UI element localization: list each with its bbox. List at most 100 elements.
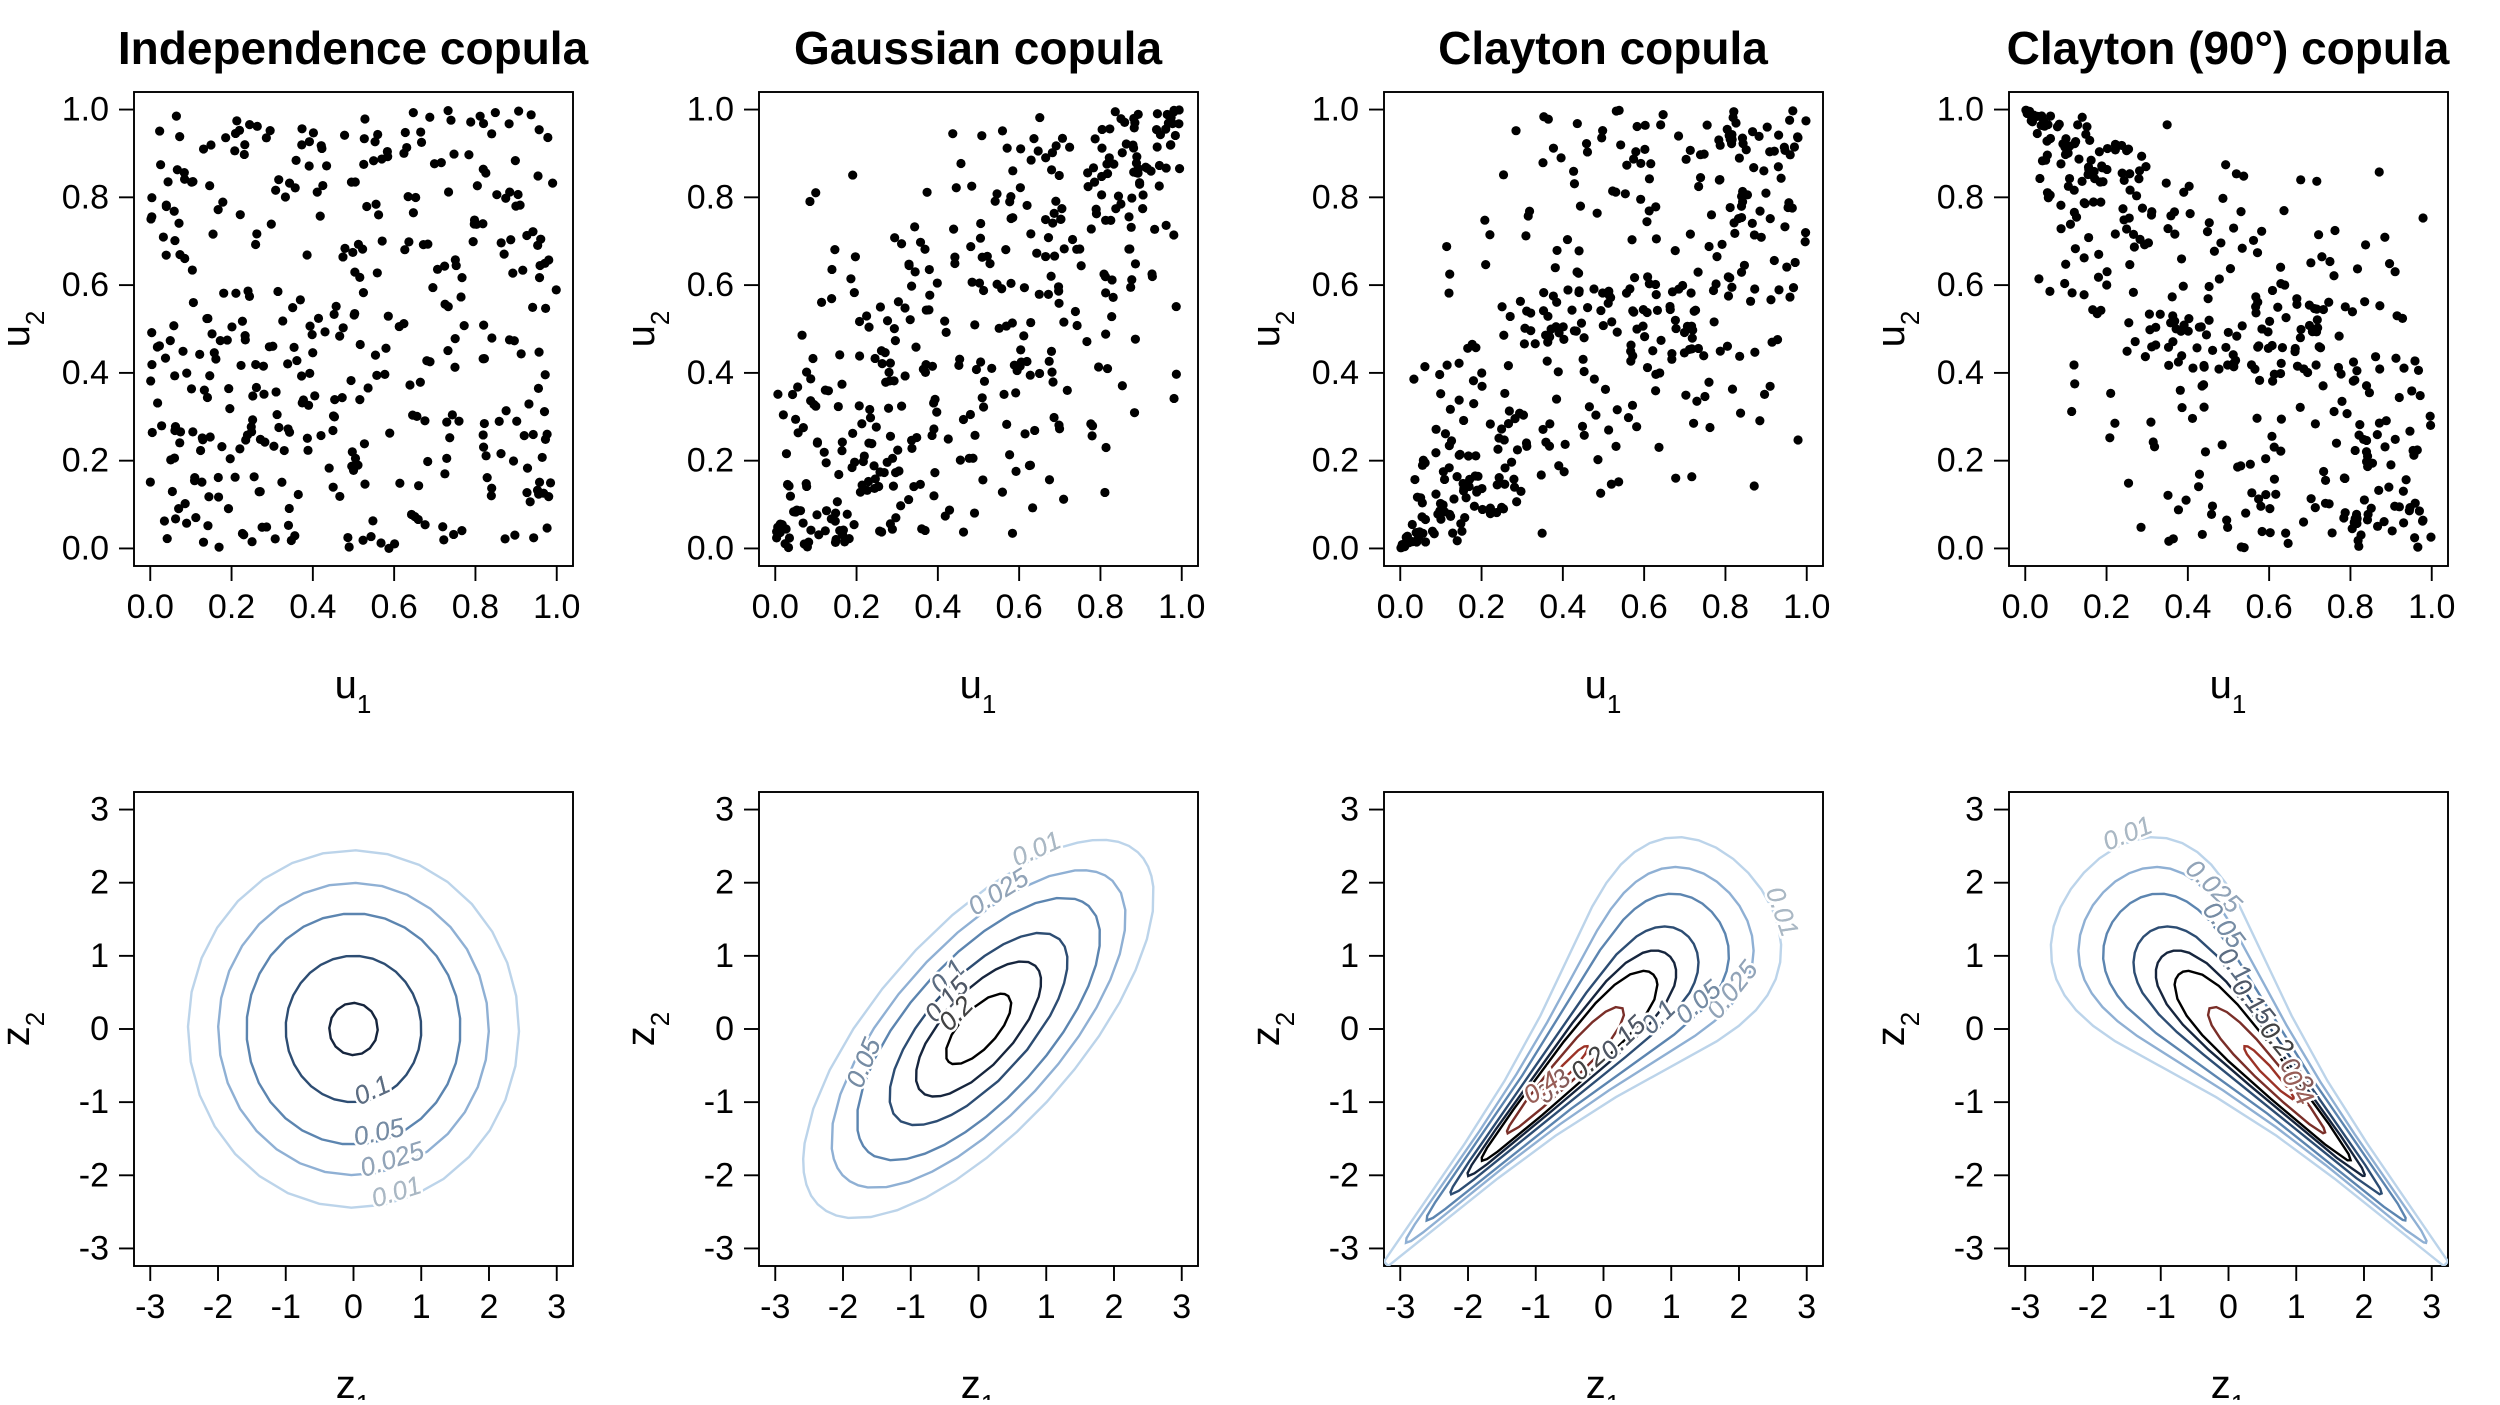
svg-text:0.8: 0.8	[62, 178, 109, 216]
svg-text:2: 2	[90, 864, 109, 902]
svg-text:0: 0	[715, 1010, 734, 1048]
svg-text:0: 0	[1340, 1010, 1359, 1048]
svg-text:-3: -3	[2010, 1288, 2040, 1326]
svg-text:Clayton (90°) copula: Clayton (90°) copula	[2007, 22, 2450, 74]
svg-text:2: 2	[715, 864, 734, 902]
svg-text:-2: -2	[1329, 1156, 1359, 1194]
svg-text:2: 2	[1730, 1288, 1749, 1326]
svg-text:3: 3	[90, 791, 109, 829]
svg-text:Independence copula: Independence copula	[118, 22, 589, 74]
svg-text:2: 2	[1105, 1288, 1124, 1326]
svg-text:-1: -1	[1329, 1083, 1359, 1121]
svg-text:-2: -2	[704, 1156, 734, 1194]
svg-text:0.8: 0.8	[1312, 178, 1359, 216]
svg-text:1.0: 1.0	[1312, 91, 1359, 129]
svg-text:0.2: 0.2	[833, 588, 880, 626]
svg-text:2: 2	[2355, 1288, 2374, 1326]
svg-text:-2: -2	[1954, 1156, 1984, 1194]
svg-text:-1: -1	[704, 1083, 734, 1121]
svg-text:0.6: 0.6	[687, 266, 734, 304]
svg-text:-1: -1	[271, 1288, 301, 1326]
svg-text:-3: -3	[1329, 1229, 1359, 1267]
svg-text:3: 3	[715, 791, 734, 829]
svg-text:0.8: 0.8	[2327, 588, 2374, 626]
svg-text:1.0: 1.0	[62, 91, 109, 129]
svg-text:0.6: 0.6	[1937, 266, 1984, 304]
svg-text:0.2: 0.2	[687, 442, 734, 480]
svg-text:1: 1	[1662, 1288, 1681, 1326]
svg-text:0.4: 0.4	[914, 588, 961, 626]
svg-text:-2: -2	[79, 1156, 109, 1194]
svg-text:-1: -1	[896, 1288, 926, 1326]
svg-text:1.0: 1.0	[1158, 588, 1205, 626]
svg-text:0.8: 0.8	[1937, 178, 1984, 216]
svg-text:-1: -1	[2146, 1288, 2176, 1326]
svg-text:3: 3	[1965, 791, 1984, 829]
svg-text:0: 0	[1594, 1288, 1613, 1326]
svg-text:1: 1	[90, 937, 109, 975]
svg-text:1.0: 1.0	[2408, 588, 2455, 626]
svg-text:0.8: 0.8	[1077, 588, 1124, 626]
svg-text:0.6: 0.6	[1621, 588, 1668, 626]
svg-text:0.8: 0.8	[452, 588, 499, 626]
svg-text:3: 3	[547, 1288, 566, 1326]
svg-text:0.2: 0.2	[62, 442, 109, 480]
svg-text:2: 2	[1965, 864, 1984, 902]
svg-text:3: 3	[1797, 1288, 1816, 1326]
svg-text:0.2: 0.2	[208, 588, 255, 626]
svg-text:-2: -2	[1453, 1288, 1483, 1326]
svg-text:Clayton copula: Clayton copula	[1438, 22, 1768, 74]
svg-text:1: 1	[1340, 937, 1359, 975]
svg-text:0: 0	[969, 1288, 988, 1326]
svg-text:1.0: 1.0	[1937, 91, 1984, 129]
svg-text:0.8: 0.8	[687, 178, 734, 216]
svg-text:0.6: 0.6	[2246, 588, 2293, 626]
svg-text:-2: -2	[828, 1288, 858, 1326]
svg-text:3: 3	[1172, 1288, 1191, 1326]
svg-text:0.4: 0.4	[2164, 588, 2211, 626]
svg-text:0.2: 0.2	[1458, 588, 1505, 626]
svg-text:0: 0	[2219, 1288, 2238, 1326]
svg-text:-3: -3	[135, 1288, 165, 1326]
svg-text:-3: -3	[760, 1288, 790, 1326]
svg-text:0.4: 0.4	[1312, 354, 1359, 392]
svg-text:3: 3	[1340, 791, 1359, 829]
svg-text:1: 1	[412, 1288, 431, 1326]
svg-text:-3: -3	[79, 1229, 109, 1267]
svg-text:0.6: 0.6	[371, 588, 418, 626]
svg-text:-3: -3	[704, 1229, 734, 1267]
svg-text:Gaussian copula: Gaussian copula	[794, 22, 1163, 74]
svg-text:0.8: 0.8	[1702, 588, 1749, 626]
svg-text:0.6: 0.6	[62, 266, 109, 304]
svg-text:0.0: 0.0	[1377, 588, 1424, 626]
svg-text:0.2: 0.2	[1937, 442, 1984, 480]
svg-text:0.4: 0.4	[1937, 354, 1984, 392]
svg-text:1: 1	[1965, 937, 1984, 975]
svg-text:0: 0	[90, 1010, 109, 1048]
svg-text:-3: -3	[1385, 1288, 1415, 1326]
svg-text:0.4: 0.4	[1539, 588, 1586, 626]
svg-text:1.0: 1.0	[1783, 588, 1830, 626]
svg-text:0.0: 0.0	[752, 588, 799, 626]
svg-text:0.0: 0.0	[687, 529, 734, 567]
svg-text:-1: -1	[1954, 1083, 1984, 1121]
svg-text:0.4: 0.4	[62, 354, 109, 392]
svg-text:0.0: 0.0	[127, 588, 174, 626]
svg-text:1: 1	[715, 937, 734, 975]
svg-text:0: 0	[344, 1288, 363, 1326]
svg-text:-1: -1	[79, 1083, 109, 1121]
svg-text:0.4: 0.4	[289, 588, 336, 626]
svg-text:1.0: 1.0	[533, 588, 580, 626]
svg-text:0.6: 0.6	[1312, 266, 1359, 304]
svg-text:2: 2	[1340, 864, 1359, 902]
svg-text:0.0: 0.0	[2002, 588, 2049, 626]
svg-text:0.0: 0.0	[1937, 529, 1984, 567]
svg-text:-2: -2	[2078, 1288, 2108, 1326]
svg-text:-2: -2	[203, 1288, 233, 1326]
svg-text:0.4: 0.4	[687, 354, 734, 392]
svg-text:-3: -3	[1954, 1229, 1984, 1267]
svg-text:1.0: 1.0	[687, 91, 734, 129]
svg-text:0.2: 0.2	[2083, 588, 2130, 626]
svg-text:0.6: 0.6	[996, 588, 1043, 626]
svg-text:-1: -1	[1521, 1288, 1551, 1326]
